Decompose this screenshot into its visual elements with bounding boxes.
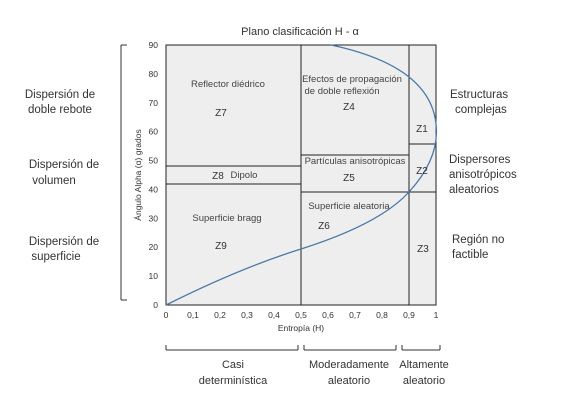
right-label-anisotropic-2: anisotrópicos xyxy=(449,169,517,181)
figure-title: Plano clasificación H - α xyxy=(241,26,359,38)
bottom-brace-highly-random xyxy=(401,345,441,351)
x-tick-label: 1 xyxy=(434,310,439,320)
zone-z6-id: Z6 xyxy=(318,221,330,232)
zone-z5-id: Z5 xyxy=(343,173,355,184)
bottom-label-high-2: aleatorio xyxy=(403,375,445,387)
zone-z9-label: Superficie bragg xyxy=(192,213,261,224)
bottom-brace-quasi-deterministic xyxy=(165,345,299,351)
zone-z7-id: Z7 xyxy=(215,108,227,119)
zone-z9-id: Z9 xyxy=(215,241,227,252)
x-tick-label: 0,3 xyxy=(241,310,253,320)
bottom-label-moderate-2: aleatorio xyxy=(328,375,370,387)
zone-z6-label: Superficie aleatoria xyxy=(308,201,390,212)
zone-z7-label: Reflector diédrico xyxy=(191,79,265,90)
zone-z1-id: Z1 xyxy=(416,124,428,135)
y-tick-label: 40 xyxy=(149,184,159,194)
y-tick-label: 70 xyxy=(149,98,159,108)
right-label-complex-1: Estructuras xyxy=(450,89,508,101)
y-tick-label: 90 xyxy=(149,40,159,50)
x-tick-label: 0,7 xyxy=(349,310,361,320)
bottom-label-quasi-2: determinística xyxy=(199,375,268,387)
y-tick-label: 50 xyxy=(149,156,159,166)
left-label-volume-2: volumen xyxy=(32,175,75,187)
y-tick-label: 60 xyxy=(149,127,159,137)
right-label-nonfeasible-2: factible xyxy=(452,249,488,261)
zone-z3-id: Z3 xyxy=(417,244,429,255)
zone-z2-id: Z2 xyxy=(416,166,428,177)
y-tick-label: 30 xyxy=(149,213,159,223)
y-axis-label: Ángulo Alpha (α) grados xyxy=(133,129,143,220)
x-tick-label: 0 xyxy=(164,310,169,320)
x-tick-label: 0,2 xyxy=(214,310,226,320)
x-tick-label: 0,4 xyxy=(268,310,280,320)
left-label-surface-2: superficie xyxy=(31,251,80,263)
zone-z4-line1: Efectos de propagación xyxy=(302,74,402,85)
zone-z4-line2: de doble reflexión xyxy=(305,86,380,97)
x-axis-label: Entropía (H) xyxy=(278,323,324,333)
y-tick-label: 10 xyxy=(149,271,159,281)
bottom-label-high-1: Altamente xyxy=(399,359,449,371)
right-label-complex-2: complejas xyxy=(455,104,507,116)
bottom-brace-moderately-random xyxy=(303,345,397,351)
zone-z5-label: Partículas anisotrópicas xyxy=(305,156,406,167)
x-tick-label: 0,9 xyxy=(403,310,415,320)
y-tick-label: 80 xyxy=(149,69,159,79)
bottom-label-quasi-1: Casi xyxy=(222,359,244,371)
bottom-label-moderate-1: Moderadamente xyxy=(309,359,389,371)
left-label-double-bounce-2: doble rebote xyxy=(28,104,92,116)
zone-z8-label: Dipolo xyxy=(231,170,258,181)
y-tick-label: 20 xyxy=(149,242,159,252)
right-label-anisotropic-1: Dispersores xyxy=(449,154,511,166)
x-tick-label: 0,6 xyxy=(322,310,334,320)
zone-z8-id: Z8 xyxy=(212,171,224,182)
feasibility-curve xyxy=(165,44,438,306)
left-label-surface-1: Dispersión de xyxy=(29,236,99,248)
left-label-double-bounce-1: Dispersión de xyxy=(25,89,95,101)
y-tick-label: 0 xyxy=(153,300,158,310)
y-axis-ticks: 0 10 20 30 40 50 60 70 80 90 xyxy=(149,40,159,310)
zone-z4-id: Z4 xyxy=(343,102,355,113)
x-tick-label: 0,8 xyxy=(376,310,388,320)
x-tick-label: 0,1 xyxy=(187,310,199,320)
x-axis-ticks: 0 0,1 0,2 0,3 0,4 0,5 0,6 0,7 0,8 0,9 1 xyxy=(164,310,439,320)
right-label-anisotropic-3: aleatorios xyxy=(449,184,499,196)
right-label-nonfeasible-1: Región no xyxy=(452,234,504,246)
left-label-volume-1: Dispersión de xyxy=(29,159,99,171)
x-tick-label: 0,5 xyxy=(295,310,307,320)
left-bracket xyxy=(120,44,127,301)
